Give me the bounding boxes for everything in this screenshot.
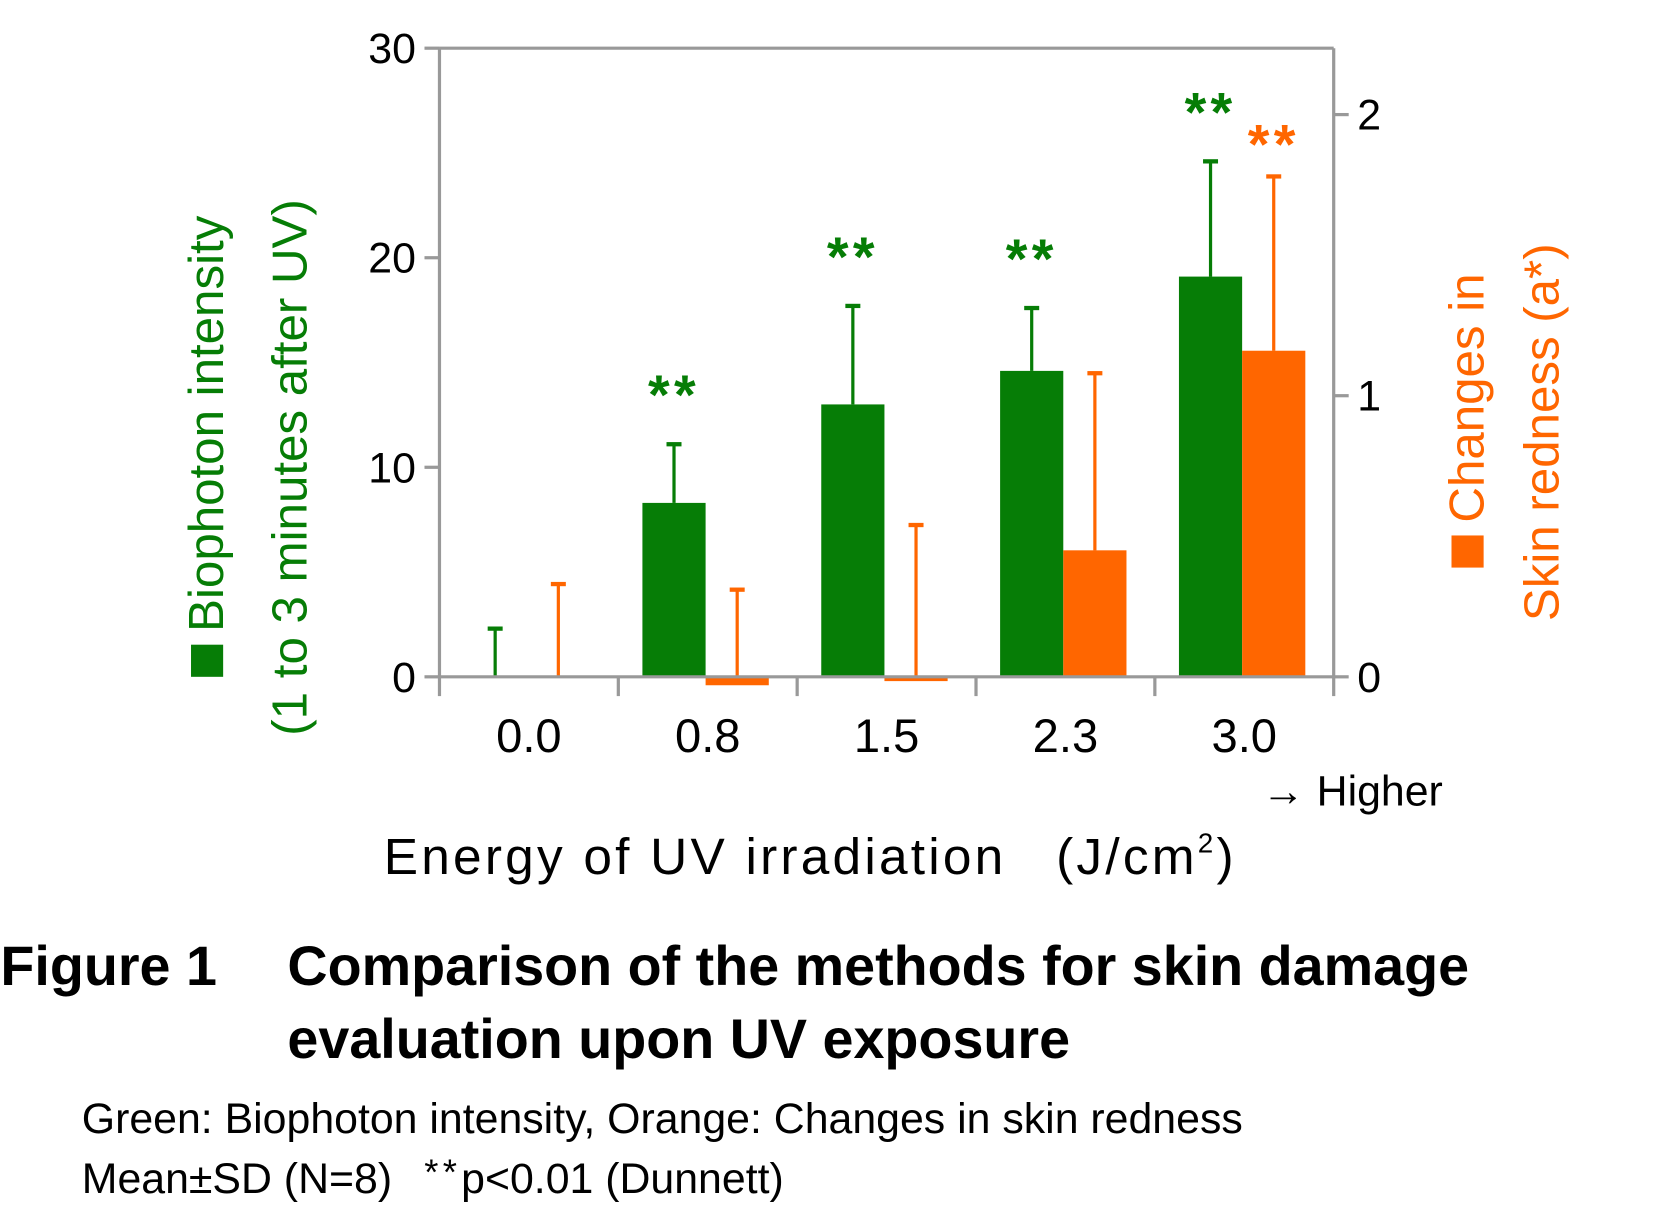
significance-marker: ** — [1006, 228, 1058, 290]
significance-marker: ** — [827, 226, 879, 288]
right-tick-label: 2 — [1357, 92, 1381, 140]
caption-note-1: Green: Biophoton intensity, Orange: Chan… — [82, 1095, 1243, 1143]
left-tick-label: 0 — [392, 654, 416, 702]
right-axis-label-1: Changes in — [1440, 273, 1495, 522]
x-tick-label: 2.3 — [1033, 709, 1098, 762]
bar-biophoton — [1178, 276, 1243, 677]
right-tick-label: 0 — [1357, 654, 1381, 702]
x-tick-label: 0.0 — [496, 709, 561, 762]
x-annotation: → Higher — [1262, 767, 1443, 815]
significance-marker: ** — [1248, 114, 1300, 176]
bar-biophoton — [821, 404, 885, 677]
plot-marks: **** ****** — [487, 81, 1306, 686]
bar-biophoton — [642, 502, 706, 677]
right-axis-label-2: Skin redness (a*) — [1515, 243, 1570, 621]
x-tick-label: 0.8 — [675, 709, 741, 762]
bar-redness — [884, 676, 948, 682]
axes: 0 10 20 30 0 1 2 0.0 0.8 1.5 2.3 3.0 — [368, 25, 1381, 762]
figure-label: Figure 1 — [0, 935, 217, 997]
bar-redness — [705, 676, 769, 686]
caption-note-2: Mean±SD (N=8) **p<0.01 (Dunnett) — [82, 1151, 784, 1203]
x-tick-label: 1.5 — [854, 709, 919, 762]
x-tick-label: 3.0 — [1212, 709, 1278, 762]
bar-redness — [1242, 350, 1306, 677]
figure-title-1: Comparison of the methods for skin damag… — [287, 935, 1469, 997]
x-axis-label: Energy of UV irradiation (J/cm2) — [384, 827, 1237, 885]
left-axis-label-2: (1 to 3 minutes after UV) — [263, 199, 318, 735]
left-tick-label: 10 — [368, 444, 416, 492]
significance-marker: ** — [648, 364, 700, 426]
figure-title-2: evaluation upon UV exposure — [287, 1008, 1070, 1070]
left-axis-label-1: Biophoton intensity — [179, 215, 234, 632]
legend-swatch-green — [191, 644, 224, 677]
bar-biophoton — [1000, 370, 1064, 677]
right-tick-label: 1 — [1357, 373, 1381, 421]
left-tick-label: 20 — [368, 235, 416, 283]
left-tick-label: 30 — [368, 25, 416, 73]
bar-redness — [1063, 550, 1127, 677]
significance-marker: ** — [1185, 81, 1237, 143]
legend-swatch-orange — [1451, 535, 1484, 568]
